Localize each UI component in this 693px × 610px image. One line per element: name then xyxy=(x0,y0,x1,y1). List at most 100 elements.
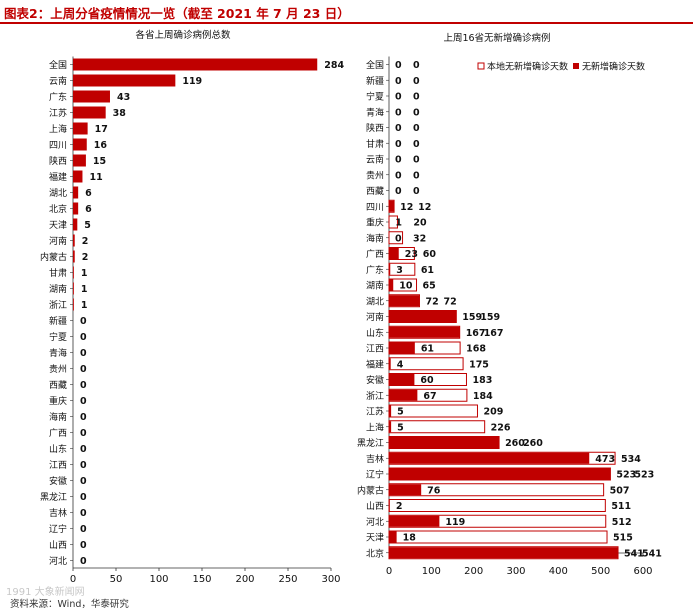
left-category-label: 吉林 xyxy=(49,507,67,519)
left-bar xyxy=(73,58,318,71)
right-category-label: 河北 xyxy=(366,516,384,528)
left-value-label: 1 xyxy=(81,300,88,311)
right-value-label-outline: 0 xyxy=(413,76,420,87)
right-value-label-outline: 0 xyxy=(413,107,420,118)
left-x-tick-label: 100 xyxy=(149,574,168,585)
right-x-tick-label: 0 xyxy=(386,566,392,577)
right-value-label-outline: 175 xyxy=(469,359,489,370)
left-value-label: 0 xyxy=(80,556,87,567)
right-value-label-outline: 159 xyxy=(480,312,500,323)
right-bar-outline xyxy=(388,231,404,245)
left-category-label: 全国 xyxy=(49,59,67,71)
left-category-label: 云南 xyxy=(49,75,67,87)
legend-label-outline: 本地无新增确诊天数 xyxy=(487,61,568,73)
right-category-label: 吉林 xyxy=(366,453,384,465)
right-value-label-outline: 0 xyxy=(413,170,420,181)
right-bar-filled xyxy=(389,437,500,448)
right-category-label: 全国 xyxy=(366,59,384,71)
left-value-label: 0 xyxy=(80,396,87,407)
legend-swatch-outline xyxy=(477,62,485,70)
left-x-tick-label: 300 xyxy=(321,574,340,585)
left-value-label: 11 xyxy=(89,172,102,183)
left-x-tick-label: 50 xyxy=(110,574,123,585)
left-category-label: 天津 xyxy=(49,220,67,231)
right-value-label-filled: 0 xyxy=(395,186,402,197)
right-value-label-filled: 60 xyxy=(420,375,434,386)
right-category-label: 海南 xyxy=(366,232,384,244)
left-category-label: 新疆 xyxy=(49,315,67,327)
left-x-tick-label: 250 xyxy=(278,574,297,585)
left-value-label: 0 xyxy=(80,428,87,439)
right-value-label-filled: 1 xyxy=(395,218,402,229)
right-value-label-filled: 61 xyxy=(421,344,434,355)
right-bar-filled xyxy=(389,405,392,417)
right-value-label-outline: 0 xyxy=(413,155,420,166)
right-value-label-outline: 72 xyxy=(443,296,456,307)
left-category-label: 山东 xyxy=(49,443,67,455)
right-category-label: 宁夏 xyxy=(366,91,384,103)
right-category-label: 重庆 xyxy=(366,217,384,229)
left-bar xyxy=(73,74,176,87)
right-value-label-filled: 67 xyxy=(423,391,436,402)
right-category-label: 甘肃 xyxy=(366,138,384,150)
left-category-label: 江苏 xyxy=(49,107,67,119)
left-value-label: 119 xyxy=(182,76,202,87)
left-value-label: 0 xyxy=(80,476,87,487)
left-value-label: 0 xyxy=(80,316,87,327)
left-value-label: 0 xyxy=(80,508,87,519)
right-category-label: 河南 xyxy=(366,311,384,323)
right-value-label-outline: 0 xyxy=(413,186,420,197)
right-category-label: 新疆 xyxy=(366,75,384,87)
left-bar xyxy=(73,234,75,247)
left-category-label: 重庆 xyxy=(49,395,67,407)
right-value-label-filled: 4 xyxy=(397,359,404,370)
right-category-label: 浙江 xyxy=(366,390,384,402)
left-category-label: 辽宁 xyxy=(49,523,67,535)
left-value-label: 0 xyxy=(80,492,87,503)
left-category-label: 浙江 xyxy=(49,299,67,311)
right-value-label-filled: 5 xyxy=(397,422,404,433)
right-bar-filled xyxy=(389,358,391,370)
right-category-label: 安徽 xyxy=(366,374,384,386)
right-bar-outline xyxy=(388,483,605,497)
right-category-label: 上海 xyxy=(366,421,384,433)
right-value-label-outline: 60 xyxy=(423,249,437,260)
left-category-label: 青海 xyxy=(49,347,67,359)
figure-header: 图表2：上周分省疫情情况一览（截至 2021 年 7 月 23 日） xyxy=(0,0,693,24)
right-bar-filled xyxy=(389,295,420,307)
right-value-label-outline: 226 xyxy=(491,422,511,433)
left-bar xyxy=(73,90,110,103)
right-value-label-outline: 168 xyxy=(466,344,486,355)
right-category-label: 辽宁 xyxy=(366,469,384,481)
left-category-label: 甘肃 xyxy=(49,267,67,279)
right-category-label: 云南 xyxy=(366,154,384,166)
right-value-label-filled: 0 xyxy=(395,92,402,103)
right-category-label: 西藏 xyxy=(366,185,384,197)
left-bar xyxy=(73,202,79,215)
right-category-label: 北京 xyxy=(366,547,384,559)
left-value-label: 0 xyxy=(80,380,87,391)
left-bar xyxy=(73,250,75,263)
right-value-label-filled: 72 xyxy=(425,296,438,307)
right-value-label-filled: 0 xyxy=(395,139,402,150)
right-bar-outline xyxy=(388,530,608,544)
left-x-tick-label: 200 xyxy=(235,574,254,585)
right-value-label-outline: 515 xyxy=(613,533,633,544)
left-category-label: 山西 xyxy=(49,540,67,551)
right-value-label-outline: 512 xyxy=(612,517,632,528)
right-value-label-outline: 0 xyxy=(413,60,420,71)
right-value-label-filled: 473 xyxy=(595,454,615,465)
legend-swatch-filled xyxy=(573,63,579,69)
right-value-label-filled: 0 xyxy=(395,107,402,118)
left-bar xyxy=(73,122,88,135)
left-value-label: 2 xyxy=(82,236,89,247)
right-value-label-filled: 0 xyxy=(395,60,402,71)
left-value-label: 5 xyxy=(84,220,91,231)
right-value-label-filled: 23 xyxy=(405,249,418,260)
right-value-label-filled: 5 xyxy=(397,407,404,418)
left-value-label: 0 xyxy=(80,348,87,359)
right-bar-filled xyxy=(389,515,440,527)
left-category-label: 上海 xyxy=(49,123,67,135)
right-value-label-outline: 65 xyxy=(423,281,436,292)
